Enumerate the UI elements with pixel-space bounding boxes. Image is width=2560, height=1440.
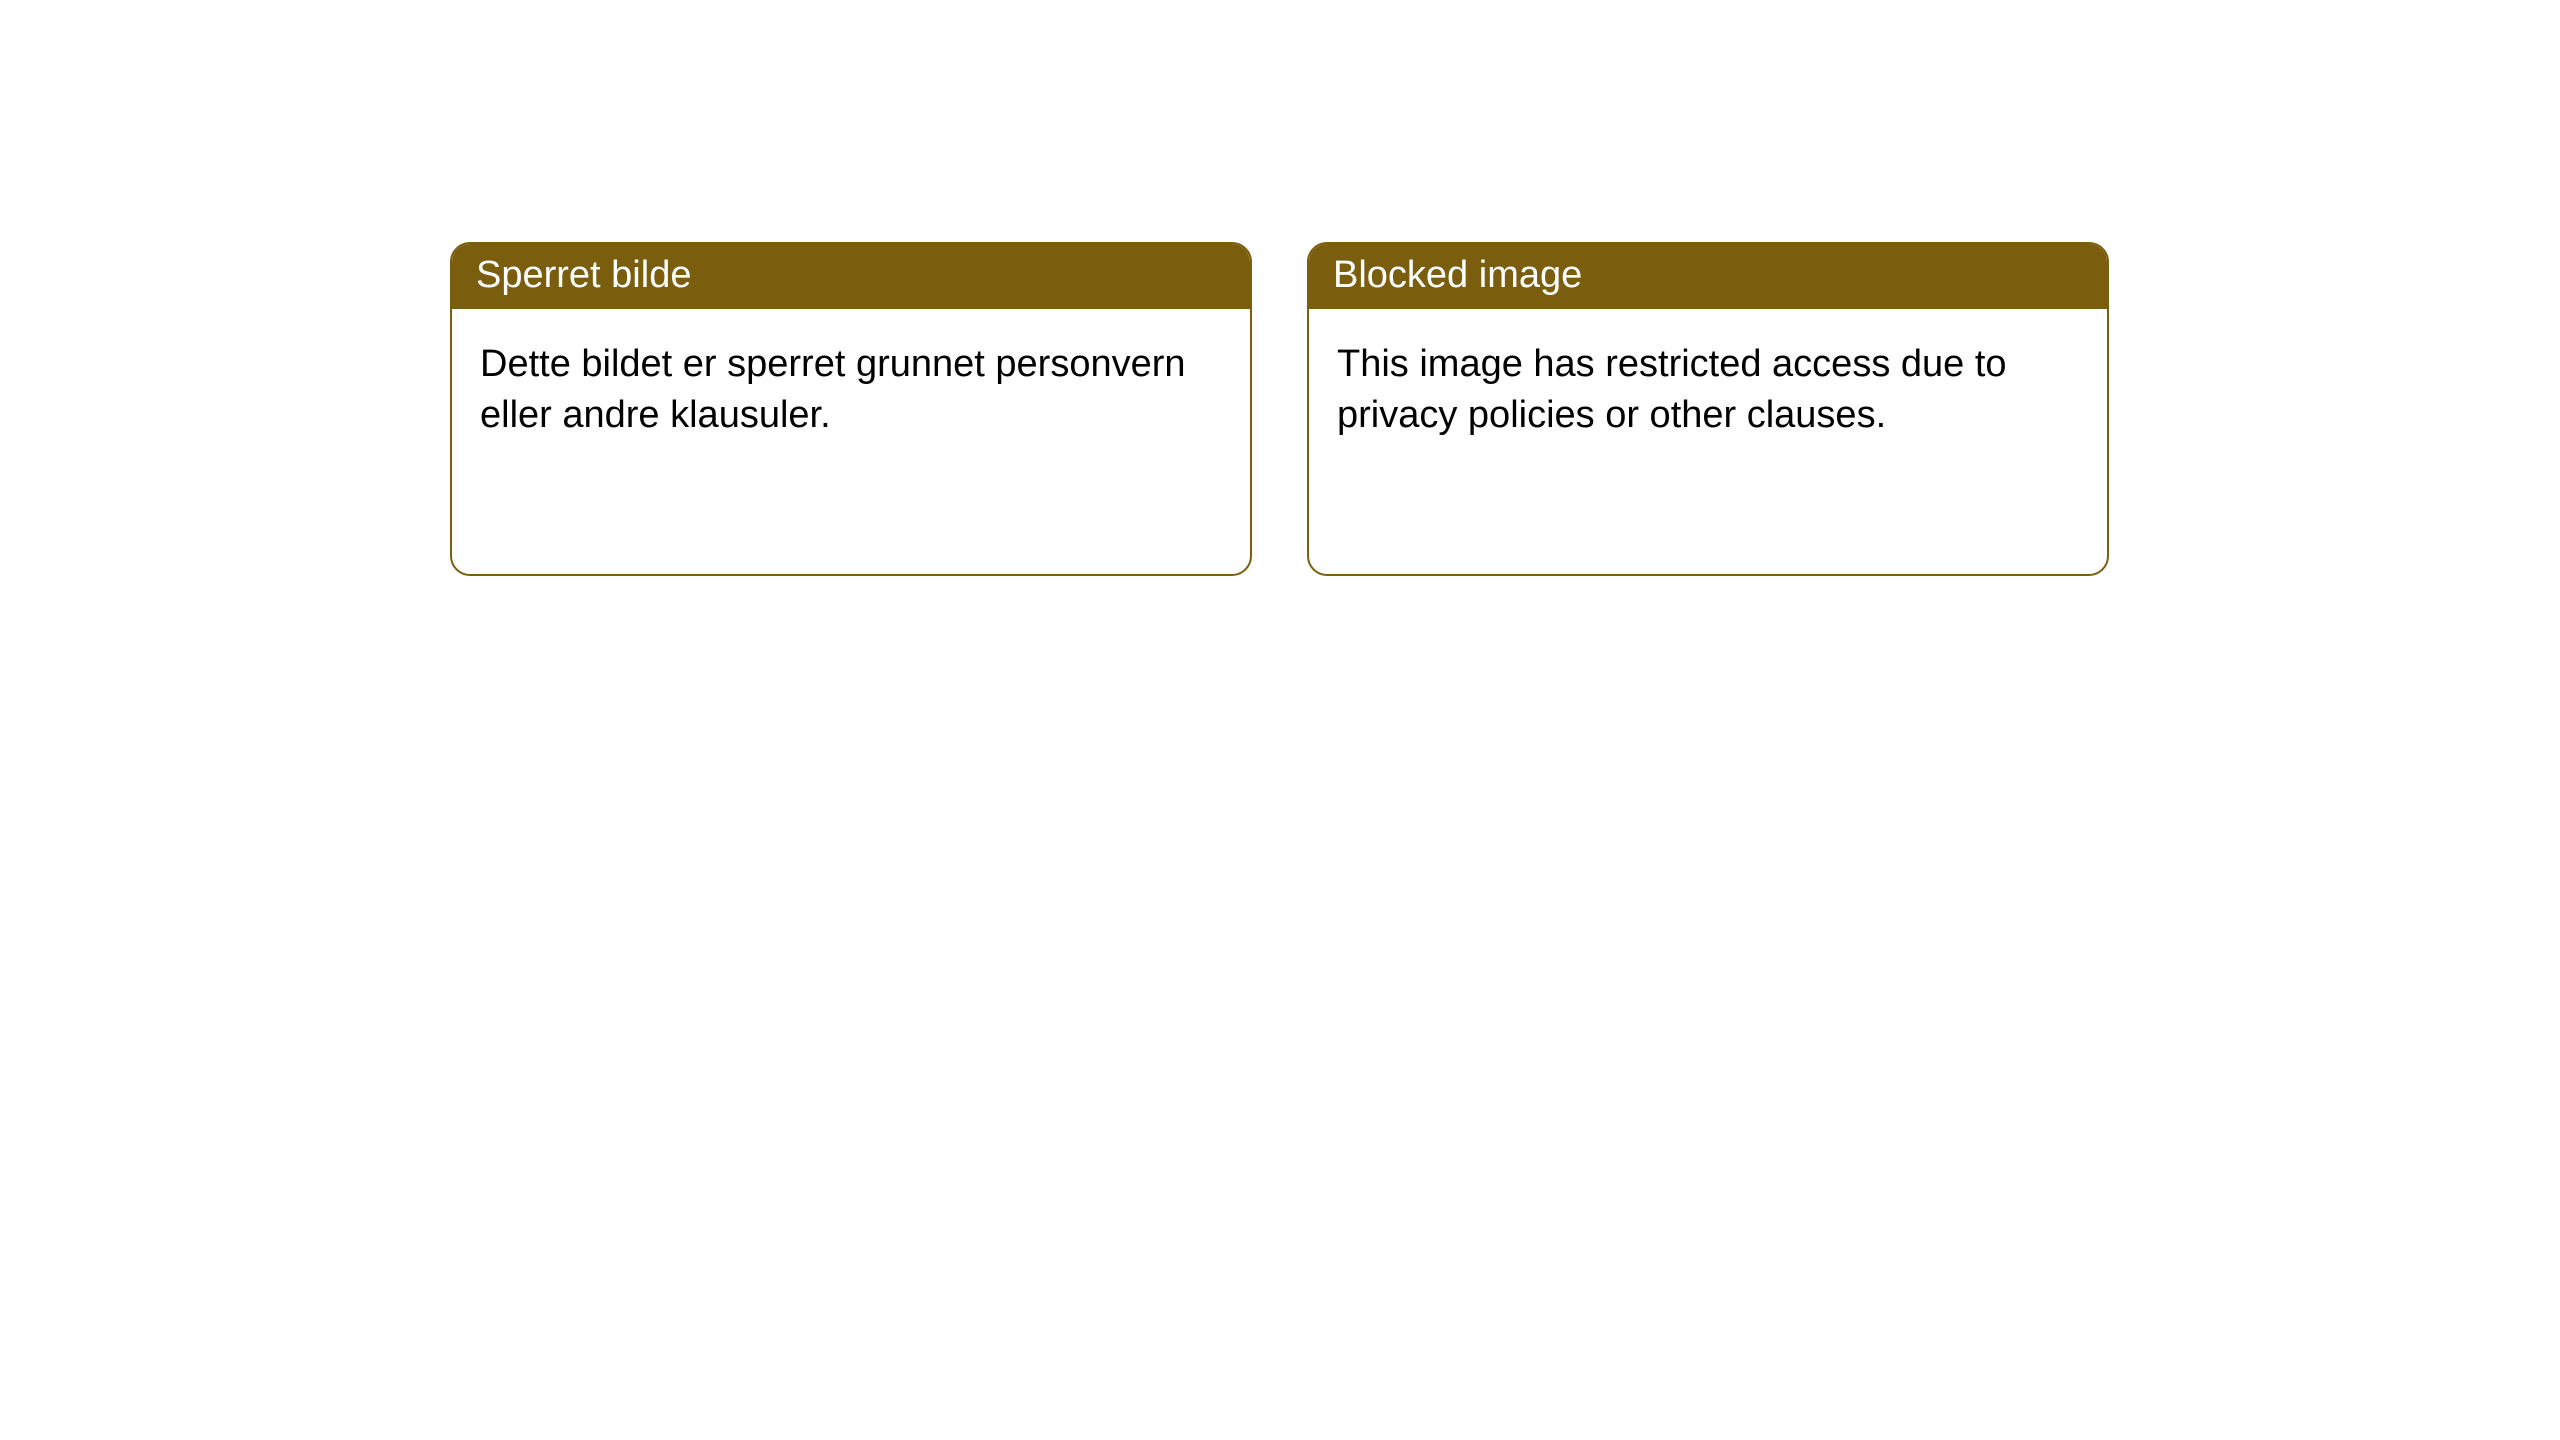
card-text-english: This image has restricted access due to …: [1337, 343, 2007, 436]
blocked-image-card-english: Blocked image This image has restricted …: [1307, 242, 2109, 576]
card-header-norwegian: Sperret bilde: [452, 244, 1250, 309]
card-text-norwegian: Dette bildet er sperret grunnet personve…: [480, 343, 1186, 436]
card-header-english: Blocked image: [1309, 244, 2107, 309]
card-body-english: This image has restricted access due to …: [1309, 309, 2107, 472]
card-title-norwegian: Sperret bilde: [476, 254, 691, 296]
card-title-english: Blocked image: [1333, 254, 1582, 296]
notice-cards-container: Sperret bilde Dette bildet er sperret gr…: [450, 242, 2109, 576]
card-body-norwegian: Dette bildet er sperret grunnet personve…: [452, 309, 1250, 472]
blocked-image-card-norwegian: Sperret bilde Dette bildet er sperret gr…: [450, 242, 1252, 576]
